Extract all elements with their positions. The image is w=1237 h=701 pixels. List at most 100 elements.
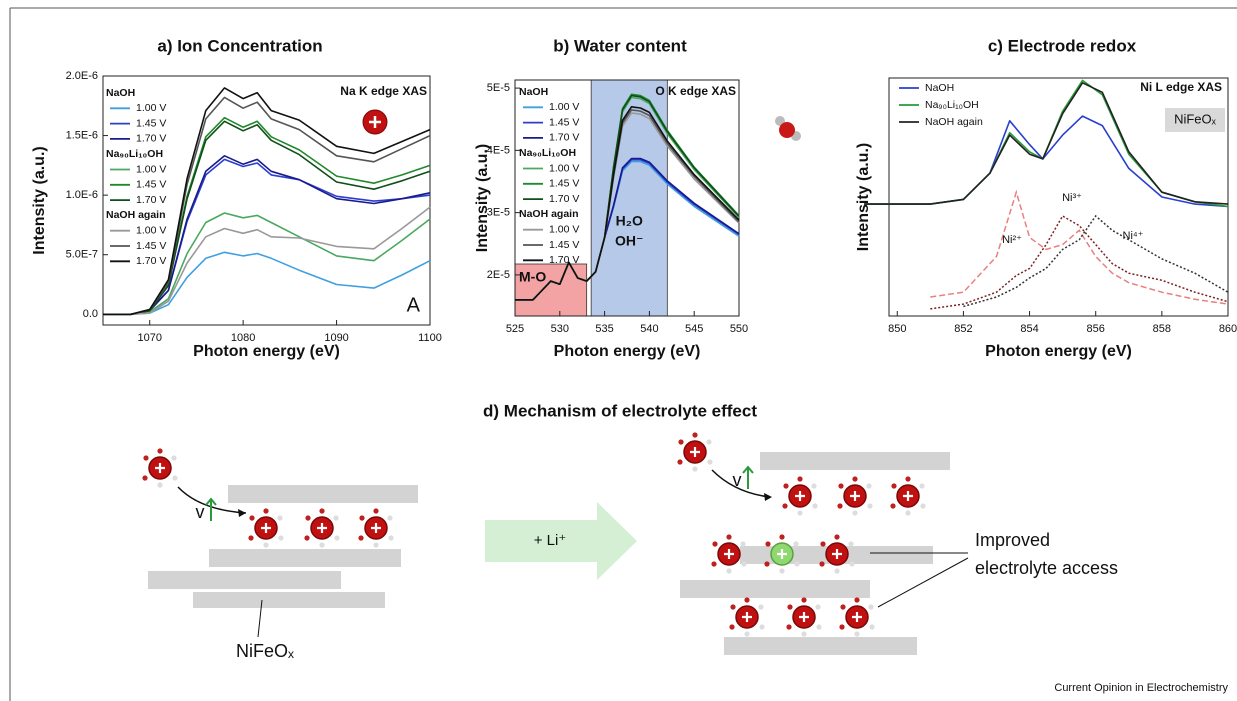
water-h [712, 541, 718, 547]
x-tick-label: 854 [1020, 323, 1038, 335]
water-h [868, 604, 874, 610]
ion-plus [799, 612, 809, 622]
water-h [171, 455, 177, 461]
water-h [711, 561, 717, 567]
x-tick-label: 550 [730, 323, 748, 335]
ion-plus [724, 549, 734, 559]
x-tick-label: 540 [640, 323, 658, 335]
legend-label: 1.45 V [549, 239, 579, 251]
water-h [787, 604, 793, 610]
water-h [741, 561, 747, 567]
reference-label: Ni³⁺ [1062, 192, 1082, 204]
water-h [852, 476, 858, 482]
legend-group: NaOH [106, 87, 135, 99]
water-h [677, 459, 683, 465]
legend-label: 1.00 V [549, 162, 579, 174]
annotation: A [407, 294, 421, 316]
series-line [103, 212, 431, 316]
x-tick-label: 860 [1219, 323, 1237, 335]
x-tick-label: 1080 [231, 332, 255, 344]
material-label: NiFeOₓ [236, 641, 294, 661]
arrow-head [238, 509, 246, 517]
legend-group: NaOH [519, 86, 548, 98]
series-line [864, 82, 1229, 205]
water-icon [775, 116, 801, 141]
water-h [373, 542, 379, 548]
y-tick-label: 2.0E-6 [66, 70, 98, 82]
x-tick-label: 1100 [418, 332, 442, 344]
water-h [319, 508, 325, 514]
water-h [304, 535, 310, 541]
legend-group: NaOH again [106, 209, 166, 221]
pointer [257, 599, 263, 638]
water-h [891, 483, 897, 489]
x-tick-label: 525 [506, 323, 524, 335]
water-h [838, 483, 844, 489]
layer-slab [148, 571, 341, 589]
legend-label: 1.00 V [549, 223, 579, 235]
legend-label: 1.70 V [549, 193, 579, 205]
water-h [744, 597, 750, 603]
legend-label: 1.00 V [549, 101, 579, 113]
arrow-head [764, 493, 772, 501]
process-label: + Li⁺ [534, 532, 567, 549]
water-h [920, 503, 926, 509]
annotation: O K edge XAS [655, 84, 736, 98]
water-h [726, 568, 732, 574]
water-h [852, 510, 858, 516]
region-label: H₂O [616, 213, 643, 229]
water-h [801, 597, 807, 603]
water-h [759, 624, 765, 630]
water-h [359, 515, 365, 521]
plot-frame [102, 75, 431, 326]
annotation-box [1165, 108, 1225, 132]
chart-title: b) Water content [553, 36, 687, 55]
water-h [840, 604, 846, 610]
legend-label: 1.70 V [549, 254, 579, 266]
layer-slab [680, 580, 870, 598]
y-tick-label: 4E-5 [487, 144, 510, 156]
water-h [905, 510, 911, 516]
series-line [515, 106, 740, 301]
y-axis-label: Intensity (a.u.) [855, 143, 872, 251]
callout: Improved [975, 530, 1050, 550]
series-line [103, 87, 431, 316]
legend-label: 1.45 V [136, 240, 166, 252]
water-h [249, 515, 255, 521]
y-tick-label: 5E-5 [487, 82, 510, 94]
process-arrow [485, 502, 637, 580]
y-axis-label: Intensity (a.u.) [31, 146, 48, 254]
region-label: M-O [519, 269, 546, 285]
water-h [816, 624, 822, 630]
water-h [779, 534, 785, 540]
ion-plus [690, 447, 700, 457]
legend-label: 1.45 V [549, 116, 579, 128]
water-h [839, 624, 845, 630]
series-line [864, 79, 1229, 208]
water-h [744, 631, 750, 637]
water-h [333, 515, 339, 521]
x-axis-label: Photon energy (eV) [985, 343, 1132, 360]
water-h [801, 631, 807, 637]
legend-label: 1.00 V [136, 163, 166, 175]
water-h [678, 439, 684, 445]
y-tick-label: 0.0 [83, 308, 98, 320]
reference-line [930, 214, 1229, 310]
legend-label: NaOH [925, 82, 954, 94]
y-tick-label: 1.5E-6 [66, 129, 98, 141]
series-line [103, 251, 431, 316]
ion-plus [371, 523, 381, 533]
layer-slab [193, 592, 385, 608]
ion-plus [777, 549, 787, 559]
legend-label: NaOH again [925, 116, 983, 128]
y-axis-label: Intensity (a.u.) [474, 144, 491, 252]
x-tick-label: 856 [1087, 323, 1105, 335]
water-h [869, 624, 875, 630]
water-h [277, 515, 283, 521]
water-h [834, 568, 840, 574]
water-h [797, 510, 803, 516]
plus [369, 116, 381, 128]
annotation: Na K edge XAS [340, 84, 427, 98]
velocity-label: v [196, 502, 205, 522]
ion-plus [850, 491, 860, 501]
